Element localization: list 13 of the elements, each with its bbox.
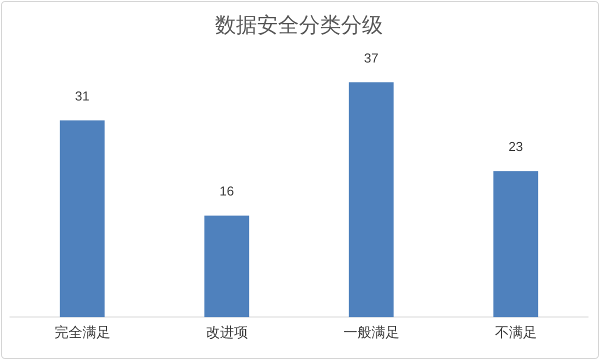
bar <box>348 82 394 318</box>
data-label: 37 <box>364 50 378 66</box>
x-tick-label: 完全满足 <box>54 325 110 342</box>
x-tick-label: 改进项 <box>206 325 248 342</box>
data-label: 16 <box>220 184 234 199</box>
chart-title: 数据安全分类分级 <box>215 13 383 38</box>
x-tick-label: 一般满足 <box>343 325 400 342</box>
data-label: 23 <box>508 139 523 154</box>
x-tick-label: 不满足 <box>494 325 537 342</box>
bar <box>493 171 538 318</box>
bar <box>204 216 250 318</box>
data-label: 31 <box>75 88 90 104</box>
bar <box>60 120 105 318</box>
